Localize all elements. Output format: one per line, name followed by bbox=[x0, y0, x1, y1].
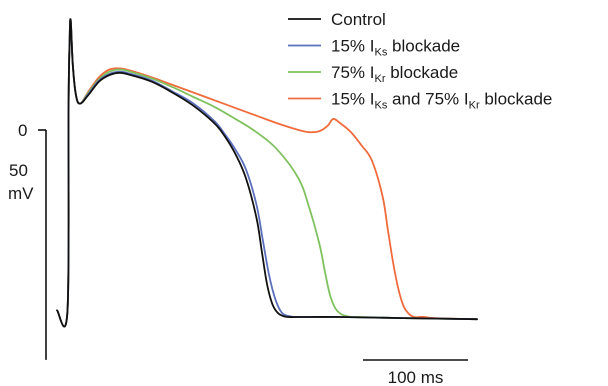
legend-label-ikr: 75% IKr blockade bbox=[331, 63, 458, 85]
legend-both-middle: and 75% I bbox=[387, 90, 468, 109]
time-scale-label: 100 ms bbox=[388, 368, 444, 386]
legend-ikr-sub: Kr bbox=[374, 73, 385, 85]
traces-group bbox=[56, 18, 478, 328]
legend-both-suffix: blockade bbox=[480, 90, 553, 109]
legend-label-control: Control bbox=[331, 10, 386, 29]
legend-both-prefix: 15% I bbox=[331, 90, 374, 109]
legend-iks-sub: Ks bbox=[374, 47, 387, 59]
legend-ikr-middle: blockade bbox=[385, 63, 458, 82]
legend-iks-middle: blockade bbox=[387, 37, 460, 56]
legend-label-iks: 15% IKs blockade bbox=[331, 37, 460, 59]
legend-iks-prefix: 15% I bbox=[331, 37, 374, 56]
legend-ikr-prefix: 75% I bbox=[331, 63, 374, 82]
scale-bars: 0 50 mV 100 ms bbox=[8, 121, 468, 386]
legend-both-sub2: Kr bbox=[469, 100, 480, 112]
zero-label: 0 bbox=[18, 121, 27, 140]
legend-control-prefix: Control bbox=[331, 10, 386, 29]
trace-control bbox=[56, 18, 478, 328]
legend-both-sub: Ks bbox=[374, 100, 387, 112]
voltage-scale-value: 50 bbox=[9, 161, 28, 180]
legend-label-both: 15% IKs and 75% IKr blockade bbox=[331, 90, 552, 112]
voltage-scale-unit: mV bbox=[8, 184, 34, 203]
